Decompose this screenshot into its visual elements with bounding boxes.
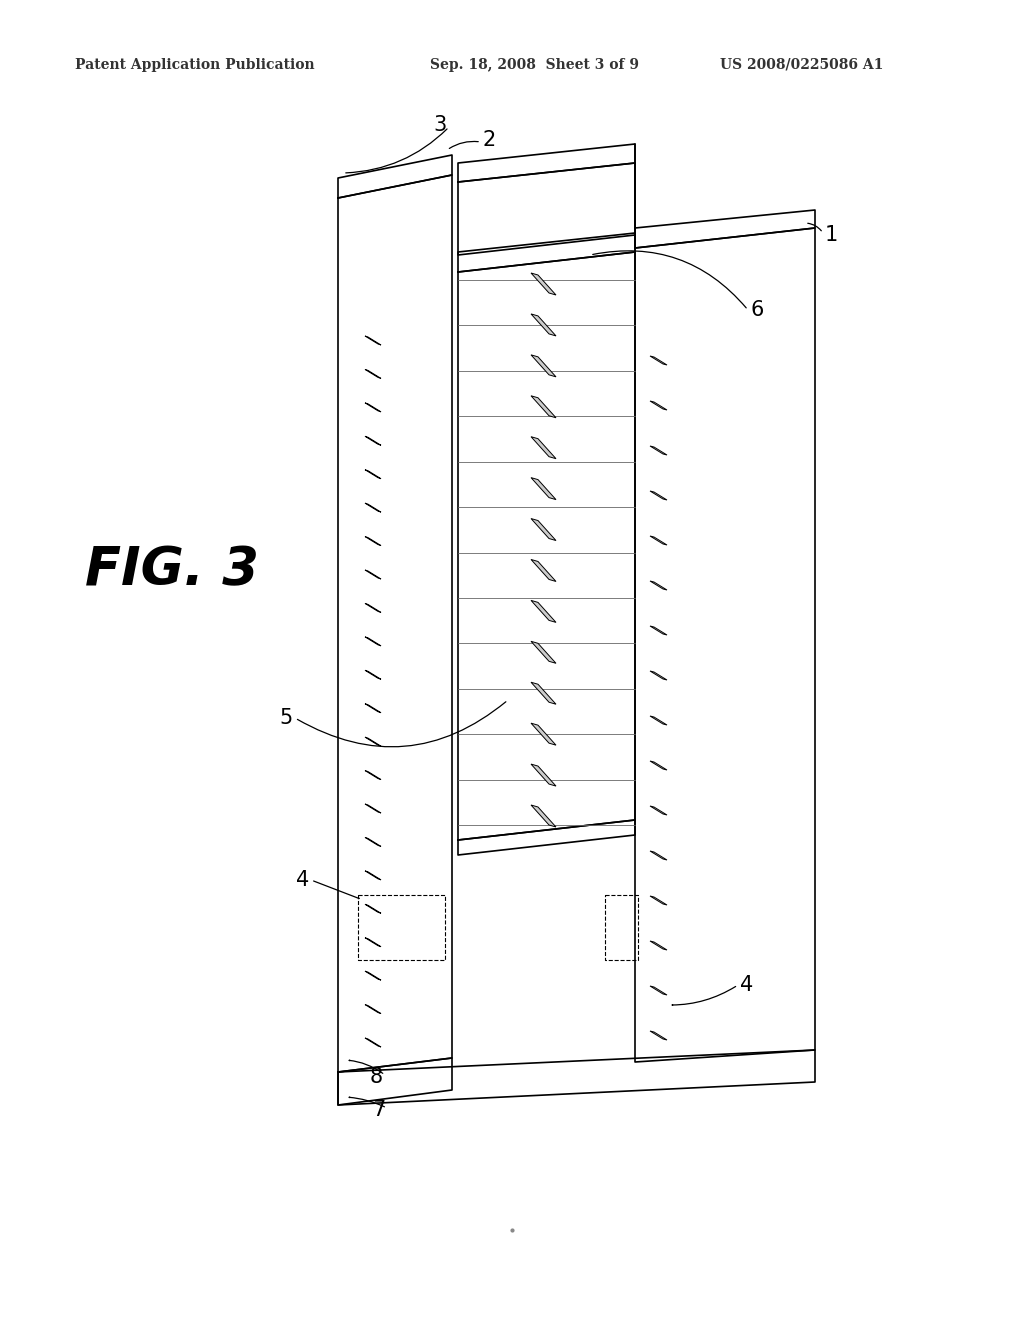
Text: Sep. 18, 2008  Sheet 3 of 9: Sep. 18, 2008 Sheet 3 of 9 xyxy=(430,58,639,73)
Polygon shape xyxy=(365,972,381,981)
Text: 4: 4 xyxy=(740,975,754,995)
Polygon shape xyxy=(365,704,381,713)
Polygon shape xyxy=(365,671,381,680)
Polygon shape xyxy=(365,737,381,746)
Text: 8: 8 xyxy=(370,1067,383,1086)
Polygon shape xyxy=(650,807,667,814)
Polygon shape xyxy=(531,642,556,664)
Polygon shape xyxy=(650,896,667,906)
Text: 4: 4 xyxy=(296,870,309,890)
Polygon shape xyxy=(365,1038,381,1047)
Polygon shape xyxy=(531,682,556,705)
Polygon shape xyxy=(650,626,667,635)
Polygon shape xyxy=(650,356,667,366)
Polygon shape xyxy=(650,715,667,725)
Polygon shape xyxy=(365,603,381,612)
FancyArrowPatch shape xyxy=(808,223,821,231)
Polygon shape xyxy=(365,904,381,913)
Polygon shape xyxy=(650,851,667,861)
Polygon shape xyxy=(531,396,556,417)
Text: 3: 3 xyxy=(434,115,447,135)
Polygon shape xyxy=(650,401,667,411)
Polygon shape xyxy=(650,491,667,500)
Polygon shape xyxy=(365,437,381,445)
Polygon shape xyxy=(365,570,381,579)
Polygon shape xyxy=(531,273,556,294)
Polygon shape xyxy=(531,478,556,499)
Polygon shape xyxy=(531,437,556,458)
Polygon shape xyxy=(650,986,667,995)
Polygon shape xyxy=(531,805,556,828)
Polygon shape xyxy=(365,1005,381,1014)
Polygon shape xyxy=(365,337,381,345)
Text: 5: 5 xyxy=(280,708,293,729)
FancyArrowPatch shape xyxy=(346,129,447,173)
Text: Patent Application Publication: Patent Application Publication xyxy=(75,58,314,73)
FancyArrowPatch shape xyxy=(450,141,478,148)
Polygon shape xyxy=(531,560,556,582)
FancyArrowPatch shape xyxy=(593,251,746,308)
Polygon shape xyxy=(531,601,556,623)
Text: 2: 2 xyxy=(483,129,497,150)
Polygon shape xyxy=(365,771,381,780)
Polygon shape xyxy=(650,446,667,455)
Polygon shape xyxy=(365,536,381,545)
Polygon shape xyxy=(365,937,381,946)
FancyArrowPatch shape xyxy=(672,986,735,1006)
Polygon shape xyxy=(531,764,556,787)
Polygon shape xyxy=(365,871,381,880)
Text: 1: 1 xyxy=(825,224,839,246)
Text: FIG. 3: FIG. 3 xyxy=(85,544,259,597)
Polygon shape xyxy=(650,762,667,770)
Polygon shape xyxy=(650,671,667,680)
Polygon shape xyxy=(531,355,556,376)
Polygon shape xyxy=(365,503,381,512)
Text: US 2008/0225086 A1: US 2008/0225086 A1 xyxy=(720,58,884,73)
Polygon shape xyxy=(650,536,667,545)
Polygon shape xyxy=(365,470,381,479)
Polygon shape xyxy=(365,370,381,379)
FancyArrowPatch shape xyxy=(349,1060,383,1073)
FancyArrowPatch shape xyxy=(297,702,506,747)
Polygon shape xyxy=(531,723,556,746)
Polygon shape xyxy=(365,837,381,846)
Polygon shape xyxy=(650,941,667,950)
Polygon shape xyxy=(365,804,381,813)
Polygon shape xyxy=(365,636,381,645)
FancyArrowPatch shape xyxy=(313,880,359,899)
Polygon shape xyxy=(650,581,667,590)
Polygon shape xyxy=(650,1031,667,1040)
FancyArrowPatch shape xyxy=(349,1097,384,1106)
Polygon shape xyxy=(531,519,556,540)
Polygon shape xyxy=(531,314,556,335)
Text: 7: 7 xyxy=(372,1100,385,1119)
Text: 6: 6 xyxy=(750,300,763,319)
Polygon shape xyxy=(365,403,381,412)
